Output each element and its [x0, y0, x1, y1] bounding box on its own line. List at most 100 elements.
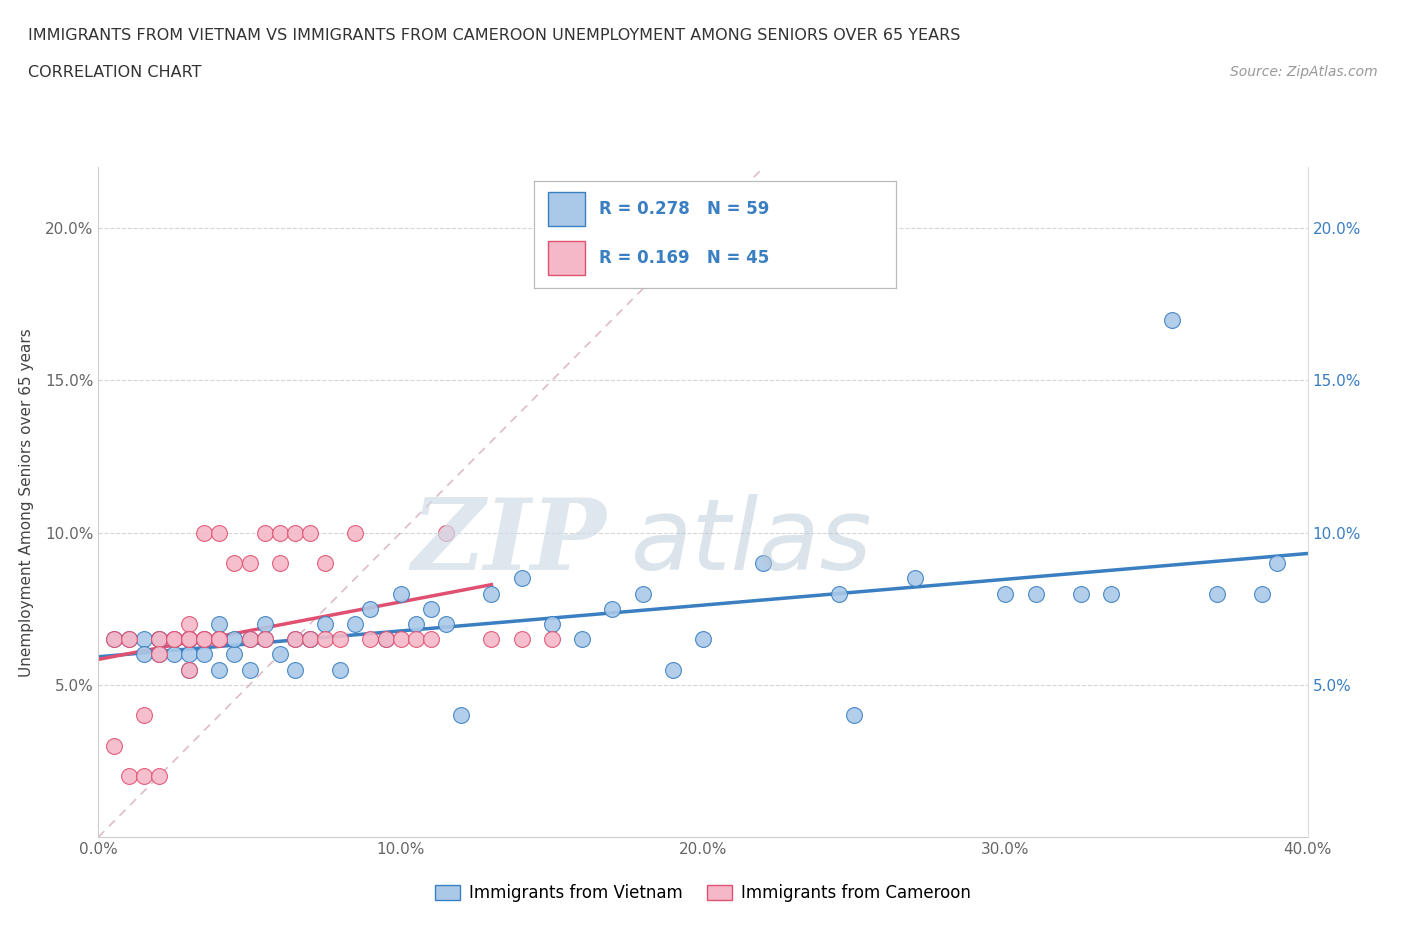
Point	[284, 662, 307, 677]
Point	[299, 631, 322, 646]
Point	[571, 631, 593, 646]
Point	[389, 586, 412, 601]
Point	[405, 617, 427, 631]
Point	[118, 631, 141, 646]
Point	[253, 631, 276, 646]
Point	[1160, 312, 1182, 327]
Point	[360, 602, 382, 617]
Point	[1099, 586, 1122, 601]
Point	[224, 647, 246, 662]
Text: IMMIGRANTS FROM VIETNAM VS IMMIGRANTS FROM CAMEROON UNEMPLOYMENT AMONG SENIORS O: IMMIGRANTS FROM VIETNAM VS IMMIGRANTS FR…	[28, 28, 960, 43]
Point	[389, 631, 412, 646]
Point	[631, 586, 654, 601]
Point	[450, 708, 472, 723]
Point	[1251, 586, 1274, 601]
Point	[374, 631, 396, 646]
Point	[193, 525, 215, 540]
Point	[329, 631, 352, 646]
Point	[828, 586, 851, 601]
Point	[314, 555, 336, 570]
Point	[132, 631, 155, 646]
Point	[148, 631, 170, 646]
Point	[132, 708, 155, 723]
Point	[163, 631, 186, 646]
Point	[103, 631, 125, 646]
Text: atlas: atlas	[630, 494, 872, 591]
Point	[163, 631, 186, 646]
Point	[208, 617, 231, 631]
Point	[224, 555, 246, 570]
Point	[224, 631, 246, 646]
Point	[284, 631, 307, 646]
Point	[662, 662, 685, 677]
Point	[299, 525, 322, 540]
Point	[1206, 586, 1229, 601]
Point	[269, 525, 291, 540]
Point	[239, 631, 262, 646]
Point	[179, 662, 201, 677]
Point	[103, 738, 125, 753]
Point	[179, 662, 201, 677]
Point	[148, 631, 170, 646]
Point	[239, 555, 262, 570]
Point	[179, 617, 201, 631]
Point	[420, 631, 443, 646]
Point	[179, 631, 201, 646]
Point	[118, 769, 141, 784]
Point	[360, 631, 382, 646]
Point	[420, 602, 443, 617]
Point	[193, 631, 215, 646]
Point	[179, 631, 201, 646]
Point	[344, 525, 367, 540]
Point	[253, 631, 276, 646]
Point	[179, 631, 201, 646]
Point	[434, 525, 457, 540]
Point	[329, 662, 352, 677]
Point	[148, 647, 170, 662]
Point	[994, 586, 1017, 601]
Point	[208, 631, 231, 646]
Point	[904, 571, 927, 586]
Point	[1267, 555, 1289, 570]
Point	[193, 631, 215, 646]
Point	[163, 631, 186, 646]
Point	[208, 662, 231, 677]
Legend: Immigrants from Vietnam, Immigrants from Cameroon: Immigrants from Vietnam, Immigrants from…	[429, 878, 977, 909]
Point	[193, 631, 215, 646]
Point	[540, 617, 562, 631]
Y-axis label: Unemployment Among Seniors over 65 years: Unemployment Among Seniors over 65 years	[20, 328, 34, 677]
Point	[405, 631, 427, 646]
Point	[208, 525, 231, 540]
Point	[844, 708, 866, 723]
Point	[540, 631, 562, 646]
Point	[434, 617, 457, 631]
Point	[239, 662, 262, 677]
Point	[132, 769, 155, 784]
Text: ZIP: ZIP	[412, 494, 606, 591]
Point	[1070, 586, 1092, 601]
Point	[510, 631, 533, 646]
Point	[163, 647, 186, 662]
Point	[481, 586, 503, 601]
Point	[253, 525, 276, 540]
Point	[481, 631, 503, 646]
Point	[314, 631, 336, 646]
Point	[269, 555, 291, 570]
Point	[148, 631, 170, 646]
Point	[103, 631, 125, 646]
Point	[314, 617, 336, 631]
Point	[752, 555, 775, 570]
Point	[374, 631, 396, 646]
Point	[208, 631, 231, 646]
Point	[118, 631, 141, 646]
Point	[692, 631, 714, 646]
Point	[284, 525, 307, 540]
Point	[179, 631, 201, 646]
Point	[344, 617, 367, 631]
Text: CORRELATION CHART: CORRELATION CHART	[28, 65, 201, 80]
Point	[602, 602, 624, 617]
Point	[269, 647, 291, 662]
Point	[299, 631, 322, 646]
Point	[510, 571, 533, 586]
Point	[148, 647, 170, 662]
